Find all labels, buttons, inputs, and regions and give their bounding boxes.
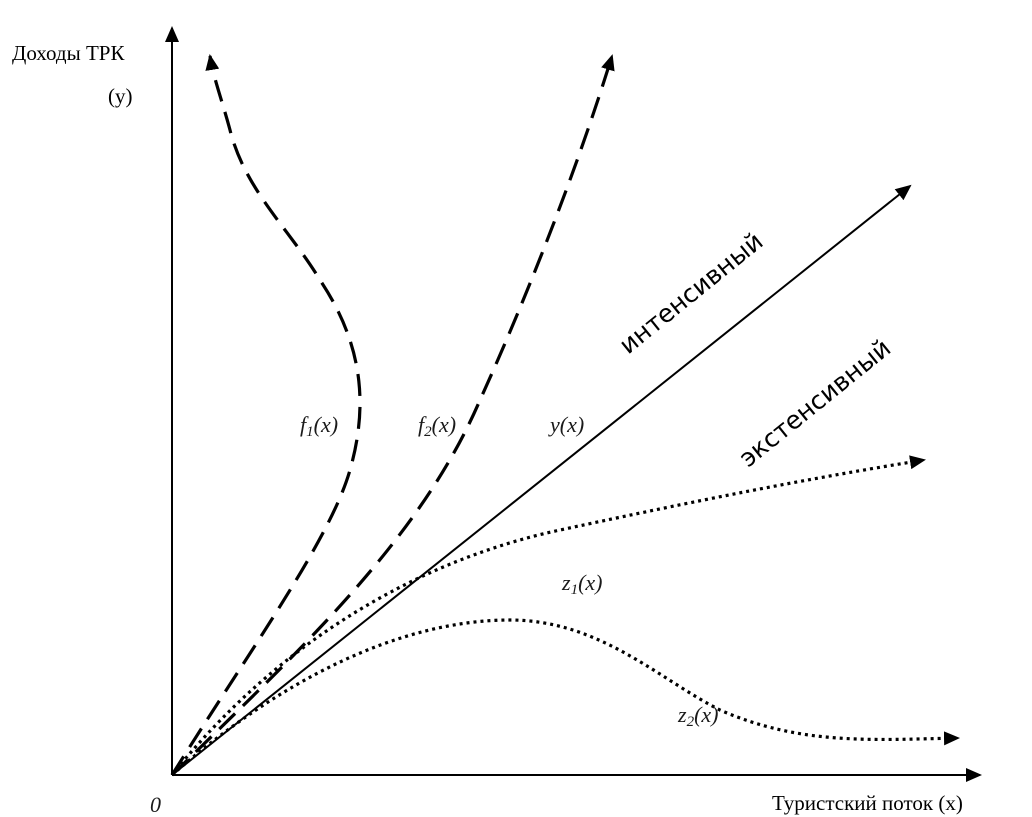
curve-f1: [170, 54, 362, 776]
label-f2: f2(x): [418, 412, 456, 440]
y-axis-label-line2: (у): [108, 84, 133, 108]
y-axis-label-line1: Доходы ТРК: [12, 41, 125, 65]
x-axis-label: Туристский поток (х): [772, 791, 963, 815]
curve-z2: [170, 618, 960, 777]
region-extensive-label: экстенсивный: [734, 333, 897, 473]
region-intensive-label: интенсивный: [614, 226, 769, 359]
curve-z1: [170, 455, 926, 776]
curve-f2: [170, 54, 615, 777]
label-z2: z2(x): [677, 702, 718, 730]
label-z1: z1(x): [561, 570, 602, 598]
line-y: [171, 184, 912, 776]
label-y: y(x): [548, 412, 584, 437]
label-f1: f1(x): [300, 412, 338, 440]
origin-label: 0: [150, 792, 161, 817]
